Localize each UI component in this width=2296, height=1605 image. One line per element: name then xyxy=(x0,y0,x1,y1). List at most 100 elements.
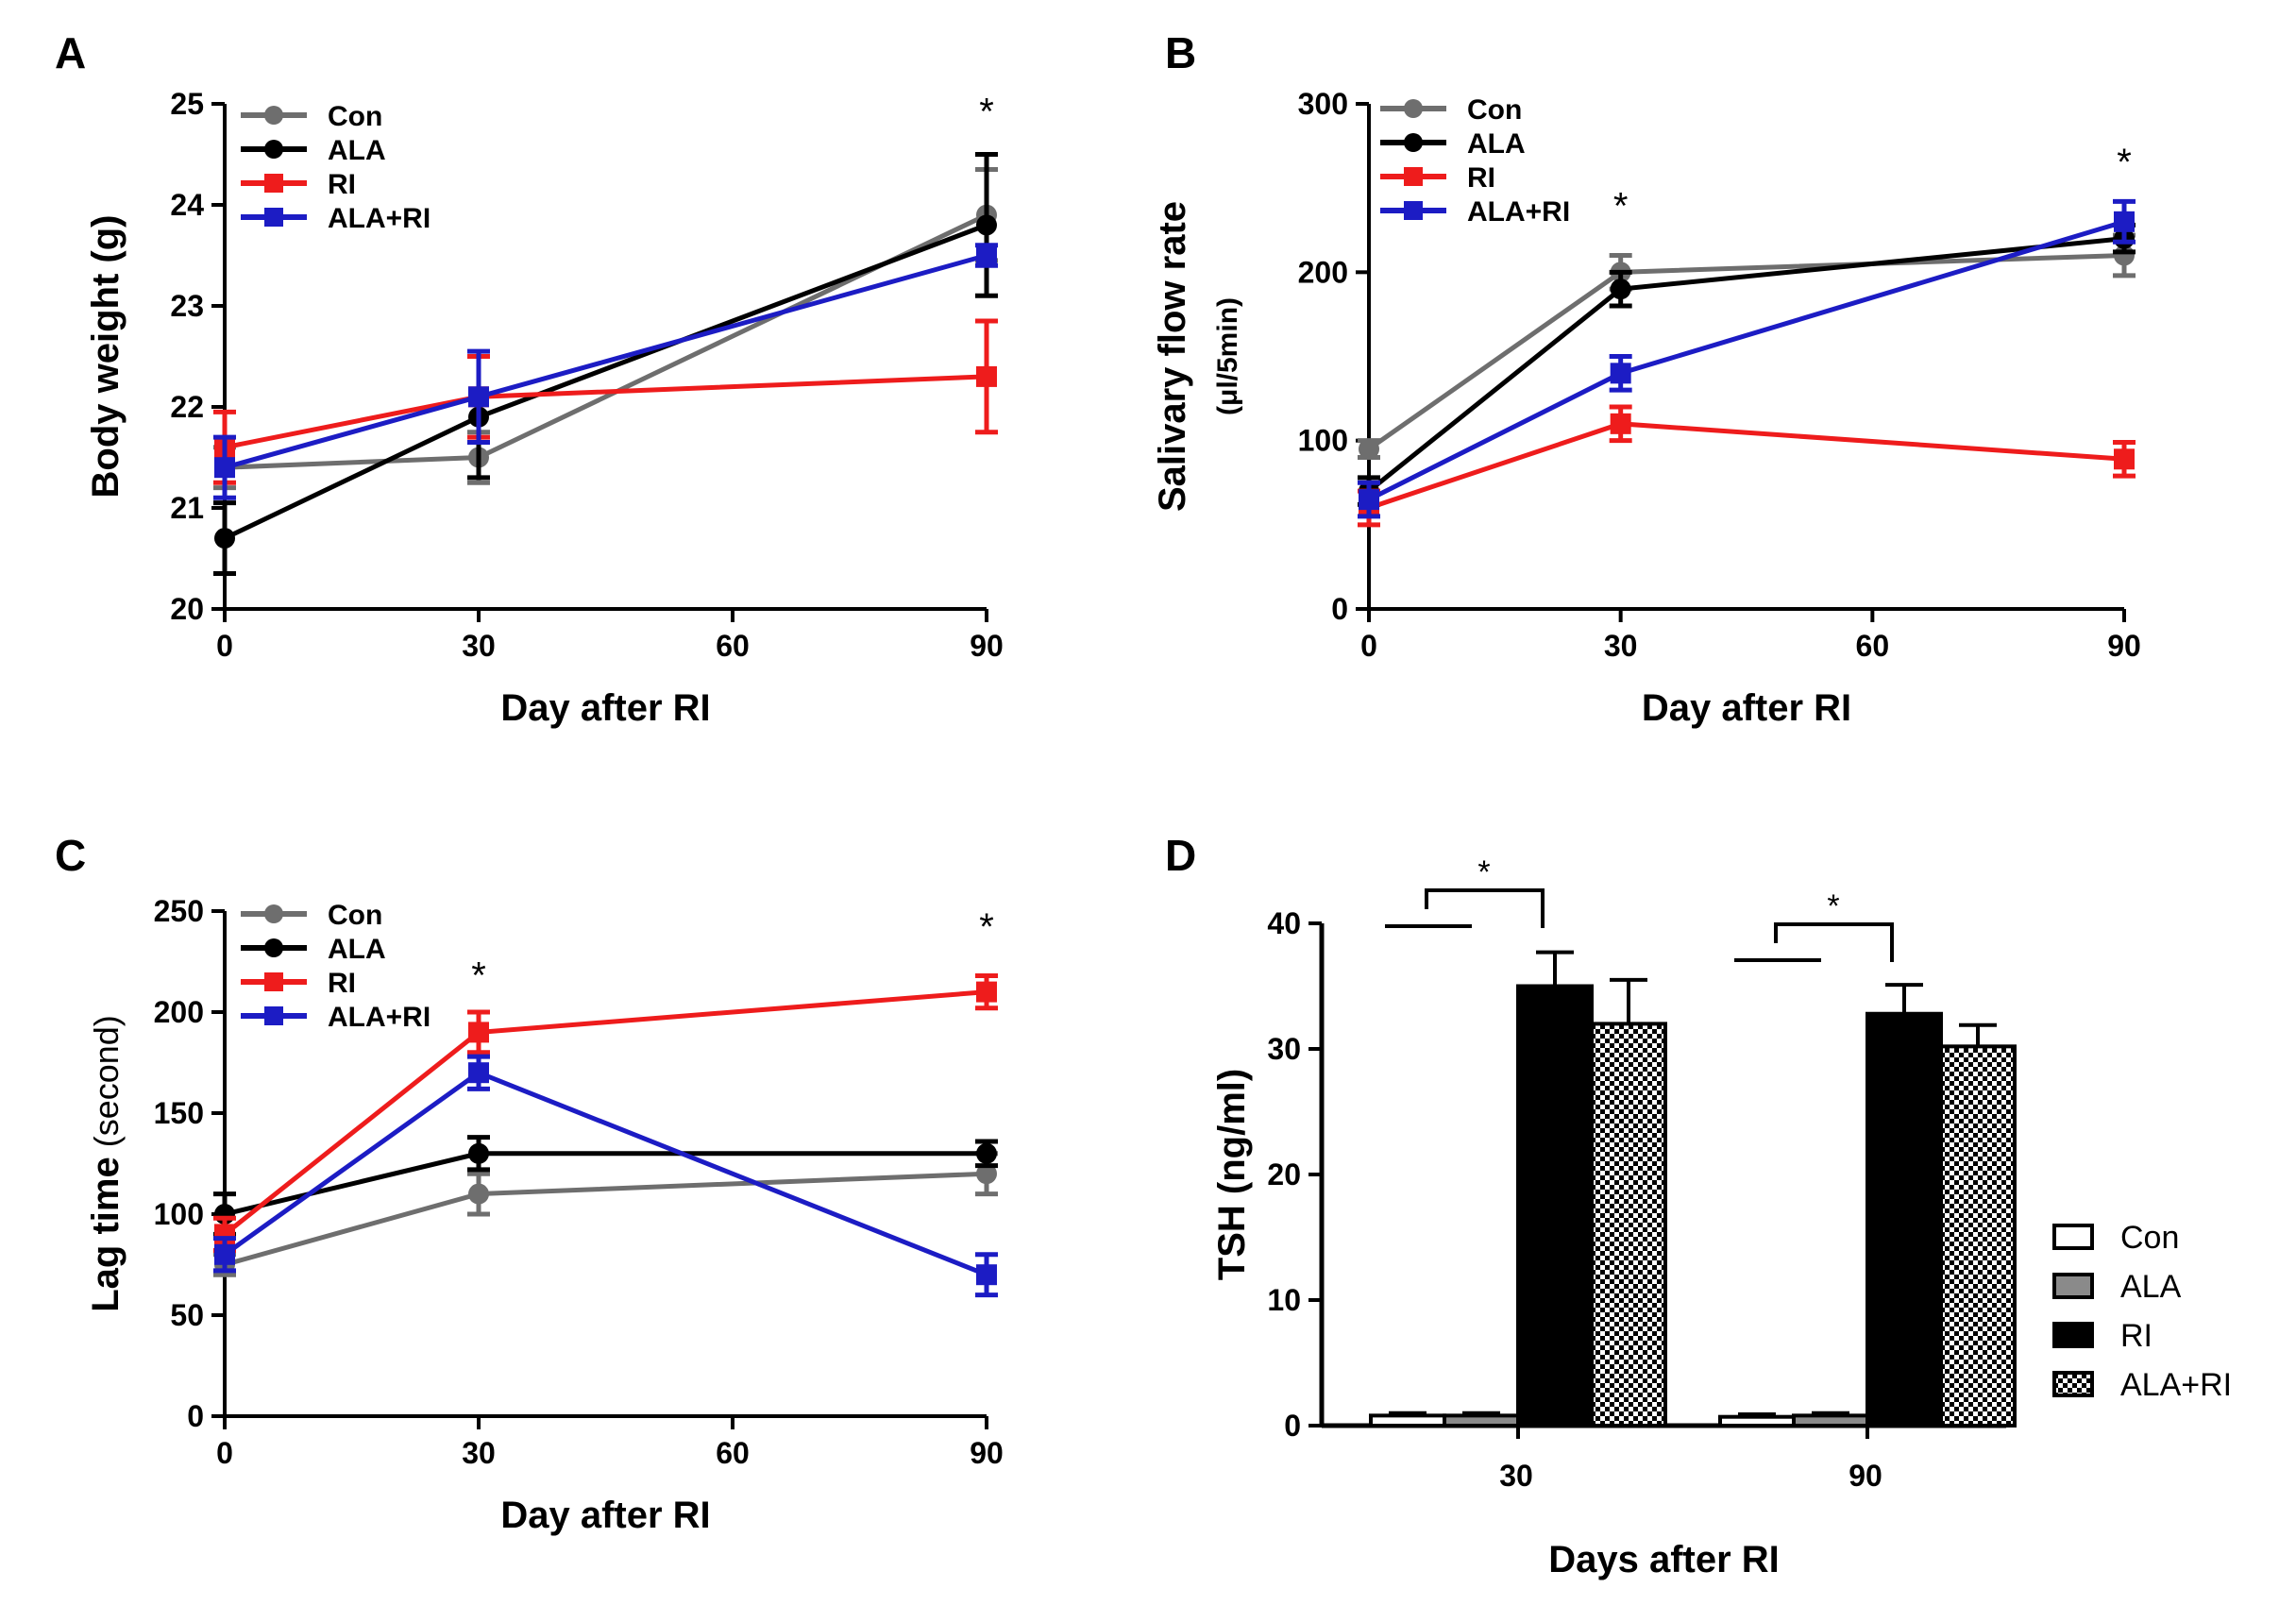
x-tick-label: 0 xyxy=(216,1436,233,1470)
legend-label: ALA+RI xyxy=(328,1002,430,1033)
legend-label: ALA+RI xyxy=(1467,196,1570,228)
panel-letter-b: B xyxy=(1165,28,1196,77)
legend-marker xyxy=(1404,99,1423,118)
panel-letter-d: D xyxy=(1165,831,1196,880)
series-ri xyxy=(1358,404,2136,528)
y-tick-label: 250 xyxy=(154,894,204,928)
significance-star: * xyxy=(979,906,994,948)
legend-label: Con xyxy=(2120,1220,2179,1256)
bar-ala-ri xyxy=(1590,1022,1667,1428)
data-point xyxy=(468,386,489,408)
panel-letter-c: C xyxy=(55,831,86,880)
x-tick-label: 60 xyxy=(716,629,750,663)
x-axis-title: Day after RI xyxy=(500,1495,710,1536)
y-axis-unit: (μl/5min) xyxy=(1212,297,1243,415)
y-tick-label: 23 xyxy=(170,289,204,323)
x-tick-label: 90 xyxy=(2107,629,2141,663)
data-point xyxy=(976,214,997,236)
data-point xyxy=(1610,363,1631,384)
legend-swatch xyxy=(2052,1371,2094,1397)
legend-swatch xyxy=(2052,1273,2094,1299)
data-point xyxy=(976,1142,997,1164)
legend-label: Con xyxy=(328,900,382,931)
legend-marker xyxy=(1404,133,1423,152)
y-tick-label: 300 xyxy=(1298,87,1348,121)
legend-label: RI xyxy=(328,968,356,999)
x-tick-label: 0 xyxy=(216,629,233,663)
bar-ri xyxy=(1516,984,1594,1428)
bar-con xyxy=(1718,1414,1796,1428)
y-tick-label: 100 xyxy=(154,1197,204,1231)
y-tick-label: 40 xyxy=(1267,906,1301,940)
legend-label: Con xyxy=(1467,94,1522,126)
panel-letter-a: A xyxy=(55,28,86,77)
legend-marker xyxy=(264,904,283,923)
y-axis-title: Salivary flow rate xyxy=(1152,201,1193,512)
legend-label: ALA xyxy=(328,135,386,166)
x-axis-title: Day after RI xyxy=(1642,687,1851,729)
panel-b-line-chart: 0 100 200 300 0 30 60 90 Day after RI Salivary fl… xyxy=(1152,87,2141,729)
series-con xyxy=(213,1151,998,1277)
legend-marker xyxy=(264,174,283,193)
legend-label: RI xyxy=(2120,1318,2152,1354)
data-point xyxy=(1359,438,1379,460)
series-ala-ri xyxy=(213,1054,998,1298)
y-tick-label: 22 xyxy=(170,390,204,424)
series-ala-ri xyxy=(1358,198,2136,519)
series-ri xyxy=(213,972,998,1254)
panel-a-line-chart: 20 21 22 23 24 25 0 30 60 90 Day after RI Body weig… xyxy=(85,87,1004,729)
significance-bracket xyxy=(1425,888,1545,928)
data-point xyxy=(1610,413,1631,434)
y-tick-label: 200 xyxy=(1298,255,1348,289)
significance-star: * xyxy=(979,91,994,132)
series-line xyxy=(224,253,988,470)
data-point xyxy=(1610,279,1631,300)
y-tick-label: 100 xyxy=(1298,424,1348,458)
legend-label: RI xyxy=(328,169,356,200)
legend-marker xyxy=(264,106,283,125)
y-axis-unit: (second) xyxy=(87,1015,126,1147)
legend-label: RI xyxy=(1467,162,1495,194)
legend-swatch xyxy=(2052,1322,2094,1348)
y-tick-label: 24 xyxy=(170,188,204,222)
x-tick-label: 90 xyxy=(970,1436,1004,1470)
legend-marker xyxy=(1404,201,1423,220)
y-axis-title: Body weight (g) xyxy=(85,215,127,498)
x-tick-label: 90 xyxy=(970,629,1004,663)
y-axis-title: TSH (ng/ml) xyxy=(1211,1069,1253,1280)
x-axis-title: Day after RI xyxy=(500,687,710,729)
bar-ala xyxy=(1792,1413,1869,1428)
bar-ala-ri xyxy=(1939,1044,2017,1428)
bar-ala xyxy=(1443,1413,1520,1428)
series-con xyxy=(1358,232,2136,460)
y-axis-title-text: Lag time xyxy=(85,1157,127,1311)
data-point xyxy=(976,365,997,387)
data-point xyxy=(468,1022,489,1043)
x-tick-label: 30 xyxy=(1604,629,1638,663)
series-line xyxy=(1367,219,2125,502)
panel-c-line-chart: 0 50 100 150 200 250 0 30 60 90 Day after RI Lag ti… xyxy=(85,894,1004,1536)
x-tick-label: 30 xyxy=(462,629,496,663)
y-tick-label: 200 xyxy=(154,995,204,1029)
data-point xyxy=(976,1163,997,1185)
data-point xyxy=(214,528,235,549)
legend-label: ALA xyxy=(1467,128,1526,160)
x-axis-title: Days after RI xyxy=(1548,1539,1780,1580)
y-tick-label: 10 xyxy=(1267,1283,1301,1317)
series-ri xyxy=(213,318,998,485)
bar-ri xyxy=(1866,1011,1943,1428)
x-tick-label: 0 xyxy=(1360,629,1377,663)
panel-d-bar-chart: 0 10 20 30 40 30 * 90 * Days after RI TSH (ng/ml) C… xyxy=(1211,854,2232,1580)
data-point xyxy=(468,1142,489,1164)
legend-label: ALA xyxy=(2120,1269,2182,1305)
legend-marker xyxy=(264,972,283,991)
y-axis-title-text: Salivary flow rate xyxy=(1152,201,1193,512)
y-tick-label: 20 xyxy=(170,592,204,626)
data-point xyxy=(468,1183,489,1205)
y-tick-label: 25 xyxy=(170,87,204,121)
bar-con xyxy=(1369,1413,1446,1428)
series-line xyxy=(224,212,988,470)
data-point xyxy=(214,457,235,479)
x-tick-label: 60 xyxy=(716,1436,750,1470)
